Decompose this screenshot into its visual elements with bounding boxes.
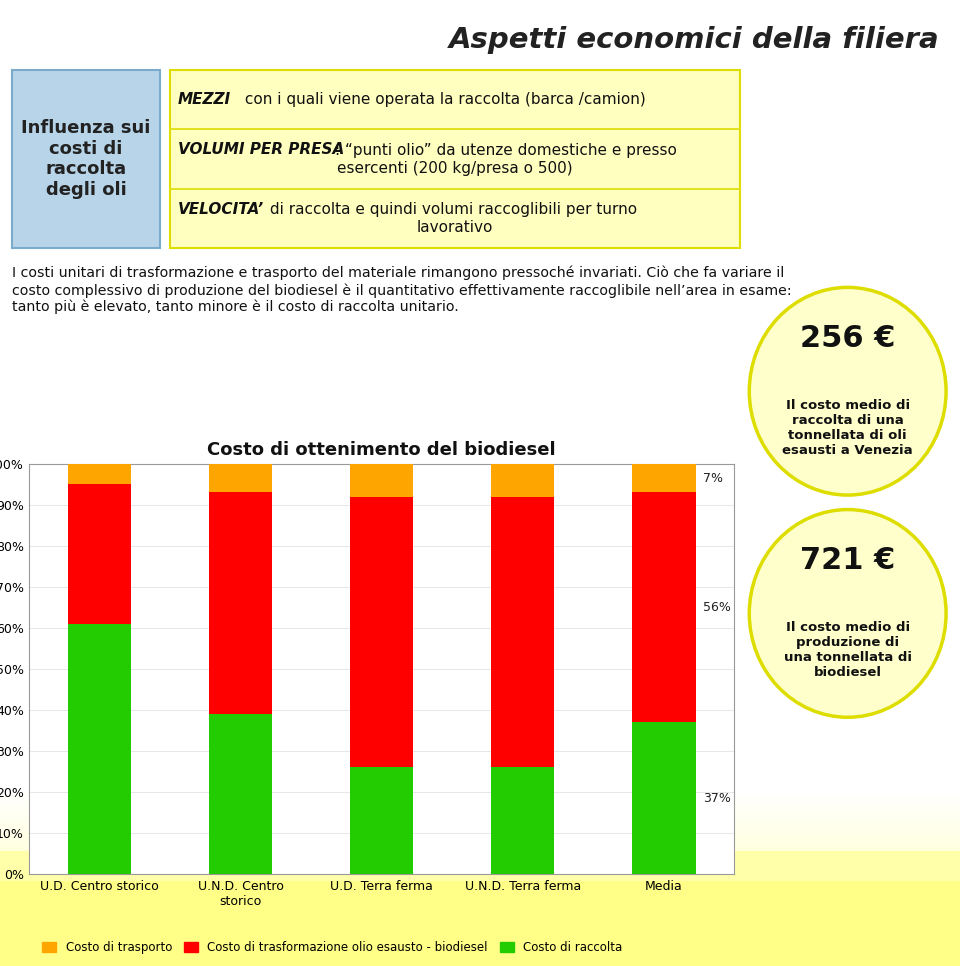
Bar [632,464,696,493]
FancyBboxPatch shape [12,70,160,248]
FancyBboxPatch shape [0,800,960,803]
FancyBboxPatch shape [0,815,960,818]
FancyBboxPatch shape [0,848,960,851]
FancyBboxPatch shape [0,845,960,848]
Bar [491,767,555,874]
Text: I costi unitari di trasformazione e trasporto del materiale rimangono pressoché : I costi unitari di trasformazione e tras… [12,266,784,280]
Bar [349,767,414,874]
FancyBboxPatch shape [0,809,960,812]
Text: tanto più è elevato, tanto minore è il costo di raccolta unitario.: tanto più è elevato, tanto minore è il c… [12,300,459,315]
Text: 7%: 7% [704,471,723,485]
FancyBboxPatch shape [0,812,960,815]
Text: : “punti olio” da utenze domestiche e presso: : “punti olio” da utenze domestiche e pr… [335,143,677,157]
Text: esercenti (200 kg/presa o 500): esercenti (200 kg/presa o 500) [337,160,573,176]
Bar [632,723,696,874]
Bar [349,464,414,497]
Text: 37%: 37% [704,792,732,805]
Text: 256 €: 256 € [800,324,896,353]
Text: di raccolta e quindi volumi raccoglibili per turno: di raccolta e quindi volumi raccoglibili… [265,202,637,216]
FancyBboxPatch shape [0,806,960,809]
Bar [67,624,132,874]
Text: costo complessivo di produzione del biodiesel è il quantitativo effettivamente r: costo complessivo di produzione del biod… [12,283,792,298]
Text: 721 €: 721 € [800,546,896,575]
Text: Influenza sui
costi di
raccolta
degli oli: Influenza sui costi di raccolta degli ol… [21,119,151,199]
Bar [491,497,555,767]
Bar [491,464,555,497]
FancyBboxPatch shape [0,851,960,881]
Bar [208,464,273,493]
FancyBboxPatch shape [0,827,960,830]
FancyBboxPatch shape [0,824,960,827]
Text: Il costo medio di
produzione di
una tonnellata di
biodiesel: Il costo medio di produzione di una tonn… [783,621,912,679]
FancyBboxPatch shape [0,818,960,821]
Bar [632,493,696,723]
Text: con i quali viene operata la raccolta (barca /camion): con i quali viene operata la raccolta (b… [240,92,646,107]
FancyBboxPatch shape [0,830,960,833]
FancyBboxPatch shape [0,881,960,966]
FancyBboxPatch shape [0,839,960,842]
FancyBboxPatch shape [0,803,960,806]
Bar [67,464,132,484]
Text: Aspetti economici della filiera: Aspetti economici della filiera [449,26,940,54]
Bar [208,714,273,874]
Text: MEZZI: MEZZI [178,92,231,107]
Text: VELOCITA’: VELOCITA’ [178,202,264,216]
Title: Costo di ottenimento del biodiesel: Costo di ottenimento del biodiesel [207,441,556,460]
Bar [349,497,414,767]
FancyBboxPatch shape [0,842,960,845]
FancyBboxPatch shape [0,821,960,824]
Legend: Costo di trasporto, Costo di trasformazione olio esausto - biodiesel, Costo di r: Costo di trasporto, Costo di trasformazi… [37,936,627,958]
FancyBboxPatch shape [0,836,960,839]
Text: 56%: 56% [704,601,732,613]
Bar [208,493,273,714]
Text: Il costo medio di
raccolta di una
tonnellata di oli
esausti a Venezia: Il costo medio di raccolta di una tonnel… [782,399,913,457]
Text: lavorativo: lavorativo [417,220,493,235]
Bar [67,484,132,624]
FancyBboxPatch shape [170,70,740,248]
FancyBboxPatch shape [0,833,960,836]
Text: VOLUMI PER PRESA: VOLUMI PER PRESA [178,143,345,157]
